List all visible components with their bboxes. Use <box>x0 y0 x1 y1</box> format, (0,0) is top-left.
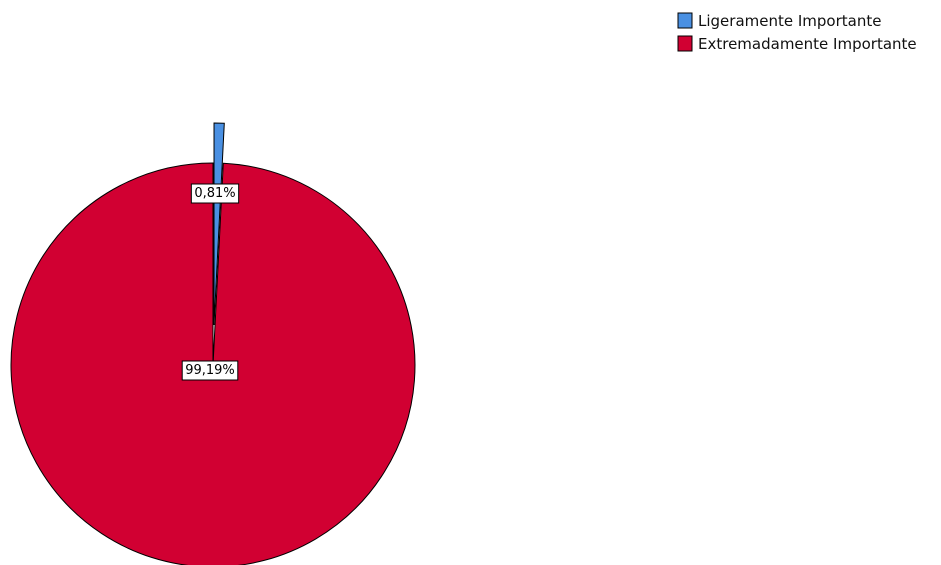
pie-data-labels: 0,81% 99,19% <box>181 183 240 381</box>
legend-item-extremadamente-importante: Extremadamente Importante <box>677 35 917 53</box>
data-label-text: 99,19% <box>185 363 235 378</box>
data-label-ligeramente-importante: 0,81% <box>190 183 240 204</box>
legend-item-ligeramente-importante: Ligeramente Importante <box>677 12 881 30</box>
legend: Ligeramente Importante Extremadamente Imp… <box>677 12 917 53</box>
data-label-extremadamente-importante: 99,19% <box>181 360 239 381</box>
data-label-text: 0,81% <box>194 186 235 201</box>
legend-label: Ligeramente Importante <box>698 12 881 30</box>
legend-swatch <box>677 12 693 29</box>
legend-label: Extremadamente Importante <box>698 35 917 53</box>
pie-slice-ligeramente-importante <box>213 122 225 326</box>
legend-swatch <box>677 35 693 52</box>
data-label-box <box>181 360 239 381</box>
data-label-box <box>190 183 240 204</box>
